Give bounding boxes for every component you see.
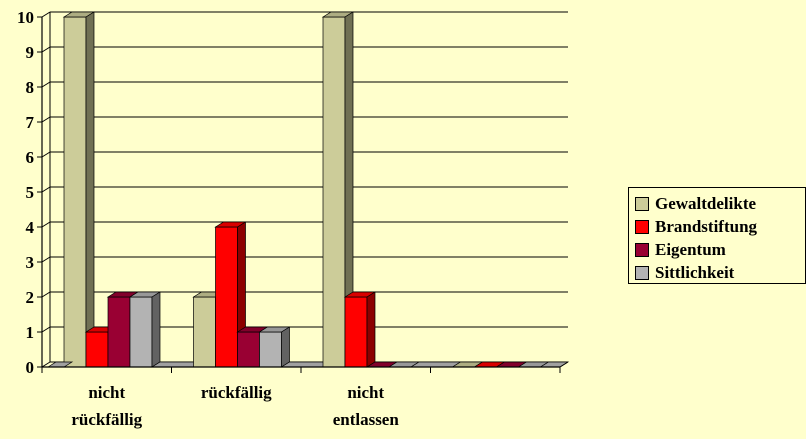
legend-swatch <box>635 196 649 211</box>
gridline-depth <box>41 46 51 53</box>
bar-eigentum <box>237 331 260 368</box>
bar-eigentum <box>107 296 131 368</box>
y-tick-label: 5 <box>26 183 35 202</box>
bar-side <box>151 291 161 368</box>
y-tick-label: 4 <box>26 218 35 237</box>
bar-gewaltdelikte <box>193 296 216 368</box>
bar-sittlichkeit <box>259 331 282 368</box>
legend-label: Brandstiftung <box>655 216 758 236</box>
y-tick-label: 2 <box>26 288 35 307</box>
legend-item: Brandstiftung <box>635 215 805 238</box>
bar-sittlichkeit <box>129 296 153 368</box>
gridline-depth <box>41 361 51 368</box>
y-tick-label: 7 <box>26 113 35 132</box>
legend-label: Sittlichkeit <box>655 262 735 282</box>
y-tick-label: 1 <box>26 323 35 342</box>
bar-side <box>281 326 290 368</box>
legend-label: Gewaltdelikte <box>655 193 757 213</box>
gridline-depth <box>41 291 51 298</box>
legend-item: Sittlichkeit <box>635 261 805 284</box>
bar-side <box>366 291 376 368</box>
legend-swatch <box>635 242 649 257</box>
gridline-depth <box>41 186 51 193</box>
legend-swatch <box>635 219 649 234</box>
bar-brandstiftung <box>85 331 109 368</box>
x-category-label: entlassen <box>333 410 400 429</box>
x-category-label: rückfällig <box>201 383 272 402</box>
gridline-depth <box>41 151 51 158</box>
x-category-label: nicht <box>88 383 125 402</box>
x-axis-depth <box>559 361 569 368</box>
gridline-depth <box>41 326 51 333</box>
y-tick-label: 10 <box>17 8 34 27</box>
gridline-depth <box>41 81 51 88</box>
legend-label: Eigentum <box>655 239 726 259</box>
legend-item: Eigentum <box>635 238 805 261</box>
y-tick-label: 0 <box>26 358 35 377</box>
x-category-label: nicht <box>347 383 384 402</box>
y-tick-label: 9 <box>26 43 35 62</box>
y-tick-label: 3 <box>26 253 35 272</box>
legend-swatch <box>635 265 649 280</box>
bar-gewaltdelikte <box>63 16 87 368</box>
bar-brandstiftung <box>215 226 238 368</box>
bar-gewaltdelikte <box>322 16 346 368</box>
gridline-depth <box>41 11 51 18</box>
y-tick-label: 6 <box>26 148 35 167</box>
legend-item: Gewaltdelikte <box>635 192 805 215</box>
gridline-depth <box>41 116 51 123</box>
gridline-depth <box>41 256 51 263</box>
bar-side <box>85 11 95 368</box>
legend: Gewaltdelikte Brandstiftung Eigentum Sittli… <box>628 187 806 284</box>
bar-brandstiftung <box>344 296 368 368</box>
y-tick-label: 8 <box>26 78 35 97</box>
gridline-depth <box>41 221 51 228</box>
x-category-label: rückfällig <box>71 410 142 429</box>
